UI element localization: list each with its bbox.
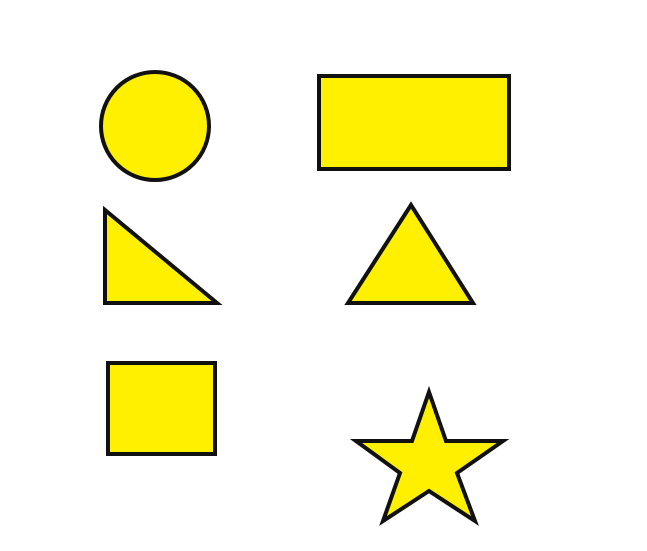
right-triangle-shape xyxy=(103,205,223,305)
star-shape xyxy=(349,385,510,527)
square-shape xyxy=(106,361,217,456)
circle-shape xyxy=(99,70,211,182)
triangle-shape xyxy=(344,201,477,305)
rectangle-shape xyxy=(317,74,511,171)
